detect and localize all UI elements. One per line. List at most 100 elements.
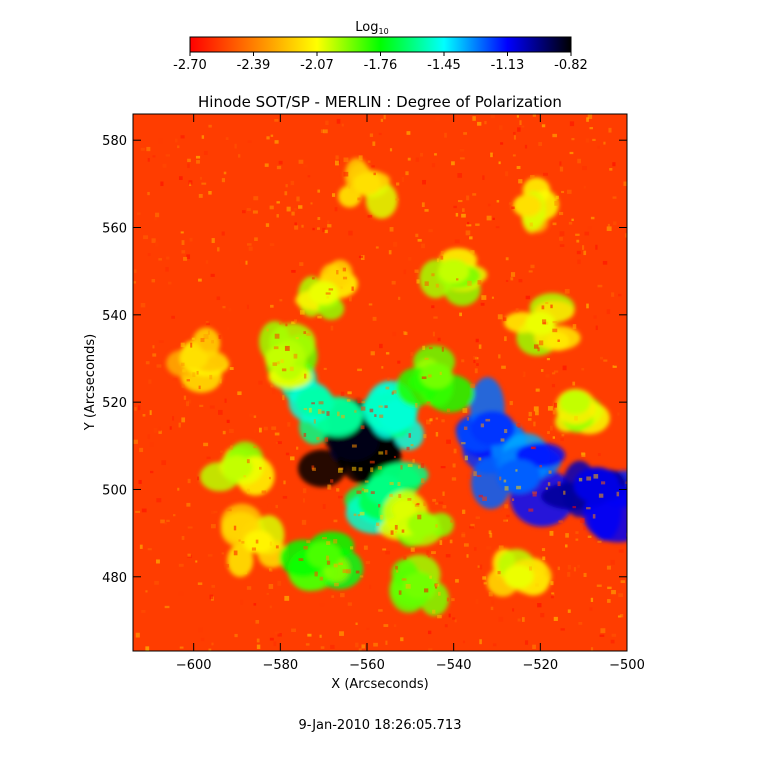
heatmap-speckle	[158, 340, 164, 343]
heatmap-speckle	[428, 346, 433, 350]
heatmap-speckle	[532, 491, 538, 494]
heatmap-speckle	[538, 340, 544, 346]
heatmap-speckle	[323, 367, 327, 370]
heatmap-speckle	[253, 415, 257, 418]
heatmap-speckle	[439, 371, 442, 376]
heatmap-speckle	[559, 166, 564, 172]
heatmap-speckle	[303, 545, 308, 550]
heatmap-speckle	[374, 414, 377, 417]
heatmap-speckle	[198, 627, 203, 633]
heatmap-speckle	[506, 333, 512, 337]
heatmap-speckle	[435, 524, 438, 528]
heatmap-speckle	[416, 502, 420, 505]
y-tick-label: 480	[102, 571, 127, 586]
heatmap-speckle	[237, 391, 242, 396]
heatmap-speckle	[275, 504, 278, 509]
heatmap-speckle	[462, 408, 468, 413]
heatmap-speckle	[295, 336, 299, 340]
heatmap-speckle	[355, 622, 358, 625]
heatmap-speckle	[475, 338, 479, 343]
heatmap-speckle	[317, 409, 322, 414]
heatmap-speckle	[455, 212, 459, 217]
heatmap-speckle	[349, 546, 354, 550]
heatmap-speckle	[510, 272, 516, 277]
plot-frame	[132, 113, 628, 652]
heatmap-speckle	[476, 363, 479, 366]
heatmap-speckle	[383, 114, 386, 120]
heatmap-speckle	[186, 379, 190, 382]
heatmap-speckle	[180, 135, 185, 139]
heatmap-speckle	[388, 250, 392, 255]
heatmap-speckle	[417, 238, 422, 242]
x-tick-label: −500	[609, 658, 645, 673]
heatmap-speckle	[586, 507, 591, 510]
heatmap-speckle	[245, 260, 248, 265]
heatmap-speckle	[611, 590, 616, 595]
heatmap-speckle	[181, 240, 185, 246]
heatmap-speckle	[547, 406, 553, 411]
heatmap-speckle	[272, 389, 276, 395]
heatmap-speckle	[533, 406, 539, 412]
heatmap-speckle	[441, 346, 444, 352]
colorbar-tick-label: -2.39	[237, 58, 271, 73]
heatmap-speckle	[552, 133, 557, 138]
heatmap-speckle	[373, 642, 378, 647]
heatmap-speckle	[317, 227, 320, 230]
heatmap-speckle	[550, 304, 553, 309]
colorbar-ticks: -2.70 -2.39 -2.07 -1.76 -1.45 -1.13 -0.82	[173, 52, 588, 73]
heatmap-speckle	[326, 541, 331, 545]
heatmap-speckle	[532, 644, 536, 650]
heatmap-speckle	[137, 212, 141, 215]
heatmap-speckle	[576, 250, 581, 255]
heatmap-speckle	[578, 622, 583, 625]
heatmap-speckle	[156, 559, 160, 564]
heatmap-speckle	[137, 405, 141, 411]
heatmap-speckle	[287, 422, 291, 427]
x-tick-label: −520	[522, 658, 558, 673]
heatmap-speckle	[134, 269, 137, 273]
heatmap-speckle	[600, 356, 604, 360]
heatmap-speckle	[553, 402, 558, 408]
heatmap-cell	[407, 511, 440, 537]
heatmap-speckle	[141, 508, 147, 513]
heatmap-speckle	[155, 212, 160, 218]
heatmap-speckle	[545, 301, 549, 305]
heatmap-speckle	[356, 490, 362, 494]
heatmap-speckle	[553, 616, 558, 621]
heatmap-speckle	[431, 163, 436, 168]
heatmap-speckle	[457, 200, 463, 203]
heatmap-speckle	[298, 205, 303, 209]
heatmap-speckle	[291, 321, 296, 325]
heatmap-speckle	[384, 405, 388, 409]
heatmap-speckle	[246, 586, 252, 590]
heatmap-speckle	[357, 398, 362, 404]
heatmap-speckle	[470, 250, 475, 254]
heatmap-speckle	[154, 580, 159, 585]
heatmap-speckle	[133, 281, 137, 284]
heatmap-speckle	[597, 284, 603, 288]
heatmap-speckle	[584, 231, 590, 236]
heatmap-speckle	[298, 558, 304, 562]
heatmap-speckle	[378, 451, 384, 455]
heatmap-speckle	[557, 481, 561, 487]
heatmap-speckle	[360, 425, 365, 430]
heatmap-speckle	[222, 305, 226, 309]
heatmap-speckle	[461, 533, 466, 538]
heatmap-speckle	[326, 560, 331, 565]
heatmap-speckle	[541, 548, 546, 552]
heatmap-speckle	[395, 530, 398, 533]
heatmap-speckle	[473, 547, 477, 551]
heatmap-speckle	[206, 456, 211, 459]
heatmap-speckle	[470, 383, 475, 388]
heatmap-speckle	[198, 278, 202, 282]
heatmap-speckle	[258, 380, 263, 385]
heatmap-speckle	[360, 406, 366, 411]
heatmap-speckle	[560, 438, 564, 442]
heatmap-speckle	[325, 292, 331, 295]
heatmap-speckle	[234, 633, 238, 638]
heatmap-speckle	[317, 217, 321, 221]
heatmap-speckle	[396, 182, 400, 186]
heatmap-speckle	[177, 487, 180, 491]
heatmap-speckle	[572, 324, 577, 329]
heatmap-speckle	[278, 160, 283, 165]
